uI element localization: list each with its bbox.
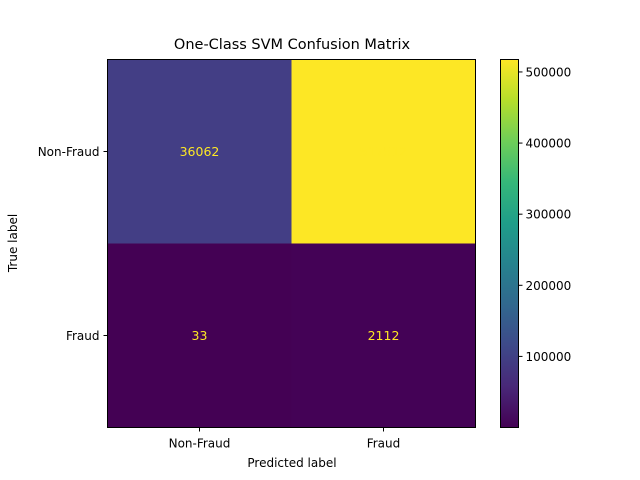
x-tick-label: Non-Fraud xyxy=(169,437,231,451)
colorbar-tick-label: 500000 xyxy=(526,65,572,79)
matrix-cells xyxy=(107,59,476,428)
colorbar-tick-label: 100000 xyxy=(526,350,572,364)
matrix-cell xyxy=(291,243,476,428)
colorbar-tick-label: 200000 xyxy=(526,279,572,293)
x-tick-label: Fraud xyxy=(367,437,401,451)
x-axis-ticks: Non-Fraud Fraud xyxy=(169,427,401,451)
colorbar-ticks: 100000 200000 300000 400000 500000 xyxy=(518,65,572,364)
matrix-frame xyxy=(107,59,476,428)
matrix-cell-labels: 36062 517512 33 2112 xyxy=(180,144,408,343)
x-axis-label: Predicted label xyxy=(247,456,336,470)
cell-value-label: 33 xyxy=(192,328,208,343)
matrix-cell xyxy=(291,59,476,244)
y-tick-label: Non-Fraud xyxy=(38,145,100,159)
chart-title: One-Class SVM Confusion Matrix xyxy=(174,37,411,53)
y-axis-label: True label xyxy=(6,214,20,273)
matrix-cell xyxy=(107,59,292,244)
y-axis-ticks: Non-Fraud Fraud xyxy=(38,145,108,343)
y-tick-label: Fraud xyxy=(66,329,100,343)
cell-value-label: 517512 xyxy=(360,144,408,159)
matrix-cell xyxy=(107,243,292,428)
colorbar xyxy=(500,59,519,428)
colorbar-tick-label: 300000 xyxy=(526,208,572,222)
cell-value-label: 36062 xyxy=(180,144,220,159)
colorbar-tick-label: 400000 xyxy=(526,137,572,151)
cell-value-label: 2112 xyxy=(368,328,400,343)
